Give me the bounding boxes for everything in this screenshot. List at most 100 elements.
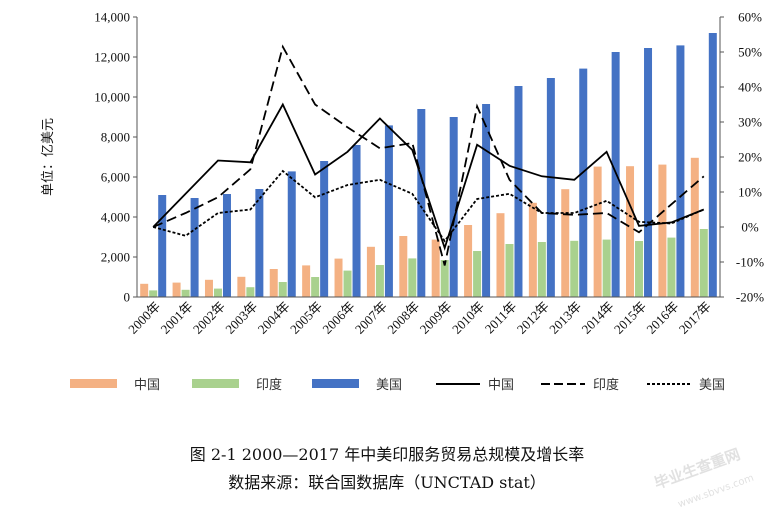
bar-0-14 <box>593 166 602 297</box>
x-tick-label-17: 2017年 <box>676 299 714 337</box>
bar-2-4 <box>287 171 296 297</box>
bar-0-9 <box>431 239 440 297</box>
y2-tick-label-5: 30% <box>738 115 762 130</box>
x-tick-label-14: 2014年 <box>579 299 617 337</box>
bar-0-5 <box>302 265 311 297</box>
legend-swatch-bar-1 <box>192 379 239 388</box>
x-tick-label-8: 2008年 <box>384 299 422 337</box>
bar-2-6 <box>352 145 361 297</box>
bar-2-11 <box>514 86 523 297</box>
y2-tick-label-3: 10% <box>738 185 762 200</box>
bar-2-7 <box>384 125 393 298</box>
legend-label-bar-1: 印度 <box>256 377 282 393</box>
y2-tick-label-0: -20% <box>736 290 764 305</box>
figure-source: 数据来源：联合国数据库（UNCTAD stat） <box>228 473 546 492</box>
bar-2-9 <box>449 117 458 297</box>
y-tick-label-2: 4,000 <box>101 210 130 225</box>
x-tick-label-13: 2013年 <box>546 299 584 337</box>
y-tick-label-6: 12,000 <box>94 50 130 65</box>
bar-2-5 <box>320 161 329 297</box>
x-tick-label-4: 2004年 <box>255 299 293 337</box>
legend-label-line-2: 美国 <box>699 378 725 393</box>
x-tick-label-6: 2006年 <box>319 299 357 337</box>
bar-0-8 <box>399 236 408 297</box>
x-tick-label-12: 2012年 <box>514 299 552 337</box>
line-0 <box>152 102 705 251</box>
x-tick-label-16: 2016年 <box>643 299 681 337</box>
y-tick-label-3: 6,000 <box>101 170 130 185</box>
y2-tick-label-8: 60% <box>738 10 762 25</box>
bar-1-15 <box>635 241 644 297</box>
legend-label-bar-2: 美国 <box>376 378 402 393</box>
bar-1-13 <box>570 240 579 297</box>
bar-0-16 <box>658 164 667 297</box>
legend-label-bar-0: 中国 <box>134 378 160 393</box>
bar-1-6 <box>343 270 352 297</box>
x-tick-label-1: 2001年 <box>158 299 196 337</box>
x-tick-label-10: 2010年 <box>449 299 487 337</box>
x-tick-label-0: 2000年 <box>125 299 163 337</box>
bar-0-12 <box>528 202 537 297</box>
bar-1-11 <box>505 244 514 297</box>
y2-tick-label-1: -10% <box>736 255 764 270</box>
bar-2-0 <box>158 195 167 297</box>
y-tick-label-0: 0 <box>124 290 131 305</box>
x-tick-label-3: 2003年 <box>222 299 260 337</box>
bar-1-10 <box>473 251 482 297</box>
bar-1-4 <box>278 282 287 297</box>
x-tick-label-9: 2009年 <box>417 299 455 337</box>
bar-0-6 <box>334 258 343 297</box>
bar-0-1 <box>172 282 181 297</box>
legend-swatch-bar-0 <box>70 379 117 388</box>
bar-1-0 <box>149 290 158 297</box>
bar-0-4 <box>269 269 278 297</box>
bar-0-13 <box>561 189 570 297</box>
bar-1-7 <box>375 265 384 297</box>
bar-2-16 <box>676 45 685 298</box>
y2-tick-label-6: 40% <box>738 80 762 95</box>
y2-tick-label-2: 0% <box>741 220 759 235</box>
bar-2-17 <box>708 33 717 297</box>
bar-1-1 <box>181 289 190 297</box>
x-tick-label-5: 2005年 <box>287 299 325 337</box>
bar-2-3 <box>255 189 264 297</box>
bar-2-13 <box>579 68 588 297</box>
bar-1-3 <box>246 287 255 297</box>
bar-0-0 <box>140 283 149 297</box>
y-tick-label-7: 14,000 <box>94 10 130 25</box>
y2-tick-label-7: 50% <box>738 45 762 60</box>
bar-1-5 <box>311 277 320 297</box>
bar-2-1 <box>190 198 199 297</box>
bar-1-2 <box>213 288 222 297</box>
bar-1-17 <box>699 229 708 297</box>
bar-2-12 <box>546 78 555 297</box>
x-tick-label-15: 2015年 <box>611 299 649 337</box>
x-tick-label-11: 2011年 <box>482 299 520 337</box>
bar-2-2 <box>222 194 231 297</box>
bar-1-12 <box>537 242 546 297</box>
y2-tick-label-4: 20% <box>738 150 762 165</box>
legend-label-line-0: 中国 <box>488 378 514 393</box>
bar-2-15 <box>644 48 653 297</box>
bar-0-3 <box>237 276 246 297</box>
y-tick-label-5: 10,000 <box>94 90 130 105</box>
bar-1-9 <box>440 260 449 297</box>
figure-title: 图 2-1 2000—2017 年中美印服务贸易总规模及增长率 <box>189 445 585 464</box>
bar-2-8 <box>417 109 426 297</box>
x-tick-label-7: 2007年 <box>352 299 390 337</box>
x-tick-label-2: 2002年 <box>190 299 228 337</box>
y-tick-label-1: 2,000 <box>101 250 130 265</box>
line-2 <box>152 169 705 243</box>
bar-0-7 <box>366 246 375 297</box>
bar-2-10 <box>482 104 491 297</box>
legend-swatch-bar-2 <box>312 379 359 388</box>
bar-0-15 <box>626 166 635 297</box>
bar-0-11 <box>496 213 505 297</box>
bar-1-16 <box>667 237 676 297</box>
chart: 0 2,000 4,000 6,000 8,000 10,000 12,000 14,000 -… <box>41 10 764 394</box>
y-tick-label-4: 8,000 <box>101 130 130 145</box>
bar-1-14 <box>602 239 611 297</box>
line-1 <box>152 44 705 266</box>
bar-0-17 <box>690 157 699 297</box>
legend-label-line-1: 印度 <box>593 377 619 393</box>
